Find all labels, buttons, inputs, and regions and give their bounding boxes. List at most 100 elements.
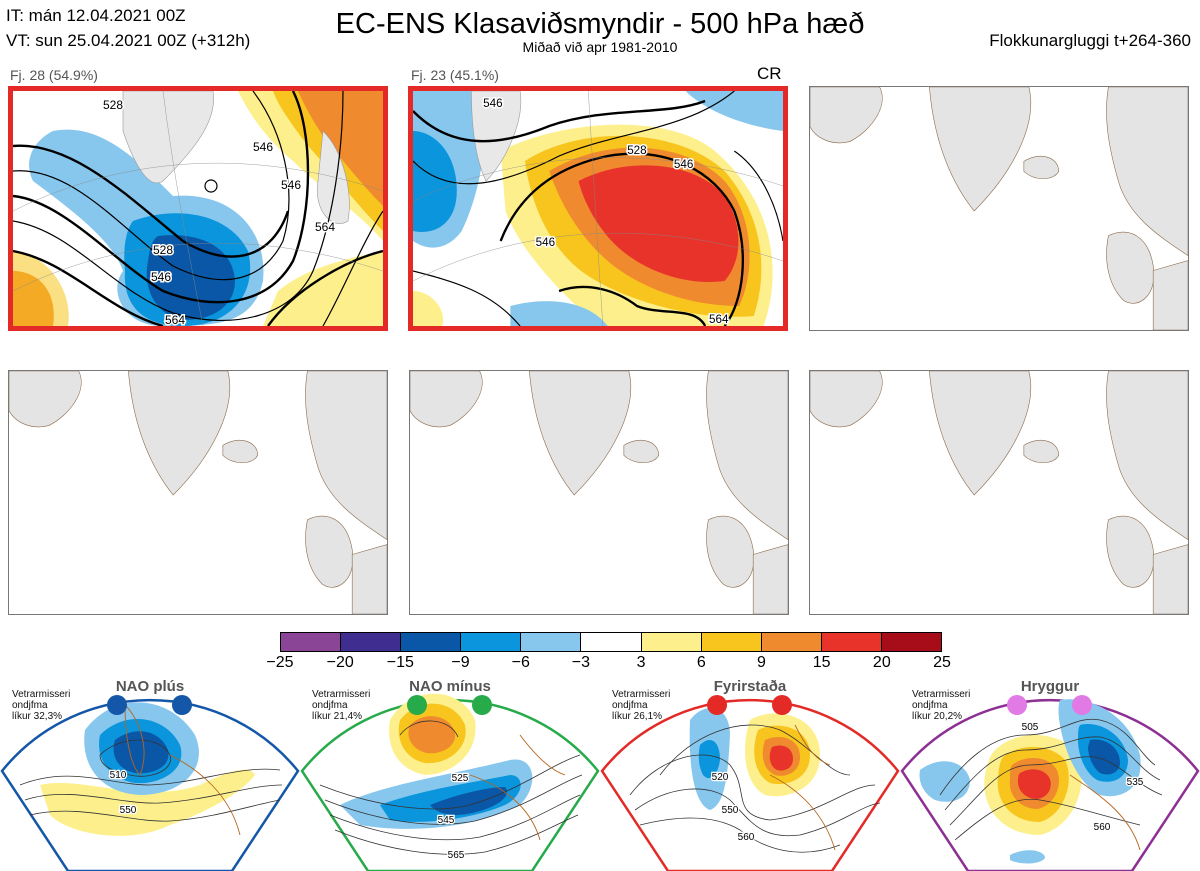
regime-contour-label: 565	[448, 850, 465, 861]
graticule	[413, 91, 783, 326]
anomaly-colorbar	[280, 632, 942, 652]
initial-time: IT: mán 12.04.2021 00Z	[6, 6, 186, 25]
regime-dot	[707, 695, 727, 715]
cluster-panel-4[interactable]	[8, 370, 388, 615]
colorbar-cell	[461, 633, 522, 651]
land-outline	[122, 91, 350, 224]
regime-dot	[1007, 695, 1027, 715]
regime-name: NAO plús	[115, 678, 185, 695]
regime-nao-plus: 510 550 NAO plús Vetrarmisseri ondjfma líku…	[0, 675, 300, 871]
colorbar-tick-label: −6	[511, 654, 530, 671]
colorbar-cell	[281, 633, 342, 651]
panel-2-label: Fj. 23 (45.1%)	[411, 67, 499, 83]
colorbar-tick-label: −3	[571, 654, 591, 671]
landmass	[1023, 439, 1059, 464]
cluster-panel-1[interactable]: 528 546 564 546 528 564 546	[8, 86, 388, 331]
landmass	[128, 371, 231, 496]
contour-label: 564	[315, 220, 335, 234]
contour-label: 564	[165, 313, 185, 326]
colorbar-tick-label: 15	[812, 654, 831, 671]
regime-contour-label: 560	[1094, 822, 1111, 833]
land-outline	[9, 371, 387, 614]
colorbar-tick-label: 25	[933, 654, 951, 671]
colorbar-cell	[581, 633, 642, 651]
landmass	[9, 371, 82, 428]
contour-label: 546	[674, 157, 694, 171]
classification-window: Flokkunargluggi t+264-360	[989, 31, 1191, 50]
regime-dot	[172, 695, 192, 715]
contour-label: 546	[281, 178, 301, 192]
landmass	[706, 371, 788, 540]
regime-nao-minus: 525 545 565 NAO mínus Vetrarmisseri ondjfma…	[300, 675, 600, 871]
colorbar-tick-label: 3	[636, 654, 646, 671]
anomaly-fill	[413, 91, 783, 326]
colorbar-cell	[701, 633, 762, 651]
land-outline	[471, 91, 522, 182]
landmass	[305, 515, 354, 588]
regime-probability: Vetrarmisseri ondjfma líkur 26,1%	[612, 689, 671, 722]
landmass	[706, 515, 755, 588]
cluster-panel-5[interactable]	[409, 370, 789, 615]
colorbar-tick-label: 20	[872, 654, 891, 671]
regime-dot	[107, 695, 127, 715]
regime-frame	[600, 698, 900, 871]
land-outline	[810, 371, 1188, 614]
colorbar-tick-label: 9	[757, 654, 766, 671]
colorbar-cell	[341, 633, 402, 651]
regime-probability: Vetrarmisseri ondjfma líkur 20,2%	[912, 689, 971, 722]
regime-contour-label: 505	[1022, 722, 1039, 733]
regime-name: Hryggur	[1020, 678, 1080, 695]
landmass	[1152, 260, 1188, 330]
colorbar-tick-label: −25	[266, 654, 294, 671]
contour-label: 528	[153, 243, 173, 257]
regime-ridge: 505 535 560 Hryggur Vetrarmisseri ondjfma lí…	[900, 675, 1200, 871]
land-outline	[810, 87, 1188, 330]
regime-contour-label: 545	[438, 815, 455, 826]
regime-contour-label: 550	[120, 805, 137, 816]
regime-dot	[772, 695, 792, 715]
graticule	[13, 91, 383, 326]
cluster-panel-6[interactable]	[809, 370, 1189, 615]
landmass	[1106, 87, 1188, 256]
landmass	[810, 87, 883, 144]
landmass	[623, 439, 659, 464]
landmass	[351, 544, 387, 614]
contour-label: 546	[253, 140, 273, 154]
regime-name: Fyrirstaða	[713, 678, 787, 695]
colorbar-cell	[821, 633, 882, 651]
colorbar-cell	[521, 633, 582, 651]
landmass	[410, 371, 483, 428]
landmass	[305, 371, 387, 540]
contour-label: 564	[709, 312, 729, 326]
cluster-panel-3[interactable]	[809, 86, 1189, 331]
colorbar-tick-label: −20	[326, 654, 354, 671]
regime-contour-label: 560	[738, 832, 755, 843]
page-title: EC-ENS Klasaviðsmyndir - 500 hPa hæð	[335, 8, 865, 40]
colorbar-cell	[881, 633, 942, 651]
landmass	[810, 371, 883, 428]
panel-2-tag: CR	[757, 64, 782, 83]
regime-contour-label: 535	[1127, 777, 1144, 788]
regime-probability: Vetrarmisseri ondjfma líkur 32,3%	[12, 689, 71, 722]
colorbar-tick-label: −9	[451, 654, 470, 671]
colorbar-cell	[761, 633, 822, 651]
regime-blocking: 520 550 560 Fyrirstaða Vetrarmisseri ondjfm…	[600, 675, 900, 871]
colorbar-tick-label: 6	[696, 654, 706, 671]
landmass	[752, 544, 788, 614]
height-contours	[413, 91, 783, 326]
contour-label: 546	[483, 96, 503, 110]
regime-probability: Vetrarmisseri ondjfma líkur 21,4%	[312, 689, 371, 722]
regime-contour-label: 550	[722, 805, 739, 816]
regime-contour-label: 510	[110, 770, 127, 781]
landmass	[1106, 231, 1155, 304]
landmass	[929, 371, 1032, 496]
regime-contour-label: 520	[712, 772, 729, 783]
cluster-panel-2[interactable]: 528 546 546 564 546	[408, 86, 788, 331]
regime-contour-label: 525	[452, 773, 469, 784]
regime-name: NAO mínus	[409, 678, 491, 695]
land-outline	[410, 371, 788, 614]
landmass	[1023, 155, 1059, 180]
regime-dot	[407, 695, 427, 715]
landmass	[222, 439, 258, 464]
landmass	[1152, 544, 1188, 614]
